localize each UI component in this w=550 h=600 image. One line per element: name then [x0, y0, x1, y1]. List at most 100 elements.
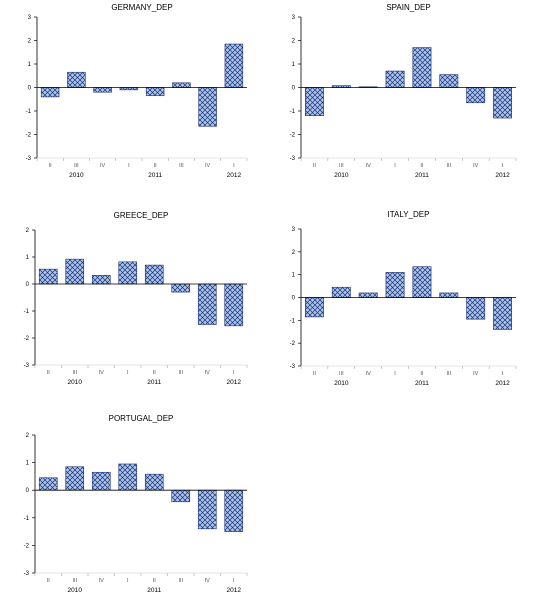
x-tick-label: IV: [366, 163, 372, 169]
year-label: 2012: [495, 172, 510, 179]
bar: [144, 264, 164, 285]
bar: [197, 489, 217, 530]
x-tick-label: II: [153, 578, 157, 584]
x-tick-label: III: [339, 163, 344, 169]
bar: [65, 258, 85, 285]
bar: [439, 292, 459, 298]
y-tick-label: 0: [26, 488, 30, 494]
x-tick-label: III: [72, 578, 77, 584]
y-tick-label: 1: [26, 461, 30, 467]
bar: [304, 87, 324, 117]
x-tick-label: II: [420, 163, 424, 169]
x-tick-label: II: [154, 163, 158, 169]
x-tick-label: I: [233, 370, 235, 376]
y-tick-label: -3: [26, 156, 32, 162]
x-tick-label: III: [72, 370, 77, 376]
x-tick-label: I: [394, 163, 396, 169]
bar: [171, 283, 191, 293]
y-tick-label: -2: [24, 543, 30, 549]
bar: [331, 286, 351, 298]
x-tick-label: II: [49, 163, 53, 169]
bar: [38, 477, 58, 491]
x-tick-label: IV: [473, 371, 479, 377]
x-tick-label: II: [420, 371, 424, 377]
x-tick-label: III: [74, 163, 79, 169]
bar: [198, 87, 217, 127]
y-tick-label: 2: [28, 39, 32, 45]
year-label: 2012: [227, 172, 242, 179]
x-tick-label: II: [153, 370, 157, 376]
x-tick-label: IV: [366, 371, 372, 377]
bar: [145, 87, 165, 97]
bar: [118, 261, 138, 285]
x-tick-label: I: [128, 163, 130, 169]
bar: [466, 297, 486, 320]
bar: [224, 489, 244, 532]
y-tick-label: 1: [292, 62, 296, 68]
year-label: 2010: [334, 380, 349, 387]
year-label: 2012: [227, 587, 242, 594]
year-label: 2010: [334, 172, 349, 179]
year-label: 2011: [415, 172, 429, 179]
x-tick-label: III: [447, 163, 452, 169]
bar: [67, 71, 86, 88]
y-tick-label: -2: [24, 336, 30, 342]
year-label: 2012: [495, 380, 510, 387]
y-tick-label: 3: [28, 15, 32, 21]
y-tick-label: 0: [28, 86, 32, 92]
y-tick-label: -1: [24, 516, 30, 522]
y-tick-label: 0: [292, 86, 296, 92]
x-tick-label: I: [502, 163, 504, 169]
y-tick-label: 3: [292, 227, 296, 233]
bar: [144, 473, 164, 491]
year-label: 2012: [227, 379, 242, 386]
bar: [304, 297, 324, 318]
bar: [38, 268, 58, 285]
chart-title: SPAIN_DEP: [386, 3, 430, 12]
y-tick-label: 2: [26, 228, 30, 234]
y-tick-label: -1: [26, 109, 32, 115]
y-tick-label: 2: [292, 250, 296, 256]
chart-title: GERMANY_DEP: [111, 3, 172, 12]
x-tick-label: IV: [205, 578, 211, 584]
y-tick-label: -3: [290, 156, 296, 162]
x-tick-label: I: [394, 371, 396, 377]
x-tick-label: IV: [473, 163, 479, 169]
y-tick-label: -1: [24, 309, 30, 315]
x-tick-label: II: [47, 578, 51, 584]
year-label: 2010: [68, 587, 83, 594]
y-tick-label: -1: [290, 318, 296, 324]
bar: [171, 489, 191, 503]
bar: [224, 43, 244, 88]
y-tick-label: 2: [26, 433, 30, 439]
y-tick-label: 2: [292, 39, 296, 45]
x-tick-label: III: [447, 371, 452, 377]
x-tick-label: III: [178, 578, 183, 584]
y-tick-label: 3: [292, 15, 296, 21]
y-tick-label: 1: [28, 62, 32, 68]
x-tick-label: II: [47, 370, 51, 376]
x-tick-label: III: [179, 163, 184, 169]
y-tick-label: -2: [26, 133, 32, 139]
x-tick-label: IV: [99, 370, 105, 376]
y-tick-label: 0: [292, 296, 296, 302]
x-tick-label: I: [233, 578, 235, 584]
bar: [91, 471, 111, 491]
year-label: 2010: [69, 172, 84, 179]
y-tick-label: -3: [24, 571, 30, 577]
bar: [91, 275, 111, 285]
y-tick-label: -1: [290, 109, 296, 115]
chart-title: PORTUGAL_DEP: [109, 414, 174, 423]
bar: [385, 70, 405, 88]
bar: [65, 466, 85, 491]
x-tick-label: III: [339, 371, 344, 377]
year-label: 2010: [68, 379, 83, 386]
bar: [493, 87, 512, 119]
bar: [412, 266, 432, 298]
y-tick-label: -2: [290, 341, 296, 347]
bar: [493, 297, 512, 330]
x-tick-label: IV: [205, 163, 211, 169]
bar: [172, 82, 191, 88]
y-tick-label: -3: [290, 364, 296, 370]
